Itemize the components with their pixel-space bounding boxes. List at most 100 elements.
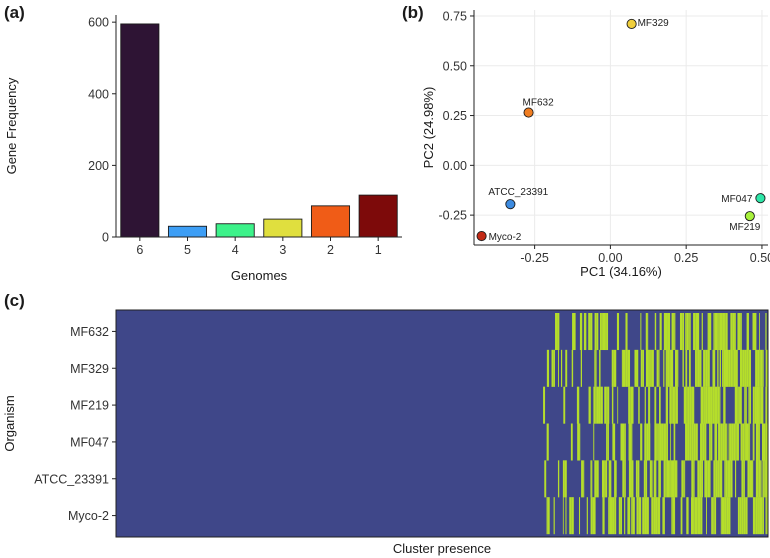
presence-stripe [663, 460, 666, 498]
presence-stripe [665, 386, 669, 424]
y-tick-label: 200 [88, 159, 109, 173]
y-tick-label: 0.25 [443, 109, 467, 123]
presence-stripe [762, 423, 764, 461]
presence-stripe [663, 423, 666, 461]
presence-stripe [682, 349, 684, 387]
y-tick-label: 600 [88, 16, 109, 30]
presence-stripe [701, 460, 703, 498]
presence-stripe [557, 313, 560, 351]
presence-stripe [703, 386, 705, 424]
presence-stripe [621, 349, 623, 387]
y-tick-label: 400 [88, 87, 109, 101]
presence-stripe [699, 460, 702, 498]
x-tick-label: 0.50 [750, 251, 770, 265]
presence-stripe [622, 423, 625, 461]
presence-stripe [718, 423, 721, 461]
presence-stripe [563, 386, 566, 424]
presence-stripe [686, 313, 689, 351]
presence-stripe [611, 349, 614, 387]
bar-1 [358, 194, 398, 238]
presence-stripe [688, 349, 691, 387]
presence-stripe [676, 460, 678, 498]
presence-stripe [733, 349, 736, 387]
presence-stripe [752, 497, 756, 535]
presence-stripe [756, 386, 759, 424]
presence-stripe [730, 460, 733, 498]
presence-stripe [721, 497, 725, 535]
presence-stripe [691, 423, 694, 461]
presence-stripe [749, 460, 753, 498]
presence-stripe [684, 460, 686, 498]
presence-stripe [640, 349, 643, 387]
b-y-ticks: -0.25 0.00 0.25 0.50 0.75 [439, 9, 474, 223]
presence-stripe [732, 349, 734, 387]
presence-stripe [638, 497, 642, 535]
presence-stripe [613, 349, 617, 387]
presence-stripe [759, 313, 760, 351]
presence-stripe [546, 497, 548, 535]
presence-stripe [693, 313, 696, 351]
presence-stripe [572, 313, 575, 351]
presence-stripe [695, 349, 697, 387]
presence-stripe [647, 313, 649, 351]
presence-stripe [706, 497, 707, 535]
presence-stripe [622, 349, 626, 387]
presence-stripe [562, 460, 565, 498]
presence-stripe [759, 386, 761, 424]
presence-stripe [758, 497, 760, 535]
presence-stripe [608, 497, 610, 535]
y-tick-label: 0.50 [443, 59, 467, 73]
presence-stripe [724, 313, 726, 351]
presence-stripe [748, 423, 750, 461]
presence-stripe [710, 386, 713, 424]
x-tick-label: 4 [232, 243, 239, 257]
presence-stripe [765, 349, 768, 387]
row-label-atcc_23391: ATCC_23391 [34, 472, 109, 486]
presence-stripe [669, 349, 671, 387]
bar-series [120, 23, 398, 238]
presence-stripe [700, 423, 703, 461]
a-x-axis-title: Genomes [231, 268, 288, 283]
presence-stripe [752, 386, 755, 424]
presence-stripe [762, 497, 764, 535]
presence-stripe [707, 349, 710, 387]
presence-stripe [565, 497, 567, 535]
presence-stripe [697, 349, 700, 387]
presence-stripe [730, 313, 733, 351]
presence-stripe [685, 313, 687, 351]
presence-stripe [746, 349, 749, 387]
presence-stripe [620, 497, 623, 535]
presence-stripe [741, 460, 744, 498]
presence-stripe [714, 423, 718, 461]
presence-stripe [673, 423, 676, 461]
point-mf632 [523, 107, 534, 118]
presence-stripe [707, 313, 709, 351]
x-tick-label: 6 [136, 243, 143, 257]
presence-stripe [705, 349, 708, 387]
presence-stripe [634, 349, 637, 387]
b-x-ticks: -0.25 0.00 0.25 0.50 [520, 245, 770, 265]
presence-stripe [601, 313, 603, 351]
point-label: MF329 [638, 18, 670, 29]
presence-stripe [728, 423, 730, 461]
presence-stripe [682, 313, 685, 351]
presence-stripe [671, 497, 673, 535]
presence-stripe [645, 313, 648, 351]
presence-stripe [651, 349, 654, 387]
presence-stripe [749, 386, 752, 424]
presence-stripe [596, 386, 599, 424]
presence-stripe [681, 460, 684, 498]
presence-stripe [701, 313, 703, 351]
presence-stripe [594, 349, 596, 387]
point-label: MF047 [721, 194, 753, 205]
point-label: Myco-2 [489, 232, 522, 243]
presence-stripe [760, 349, 763, 387]
presence-stripe [724, 423, 727, 461]
presence-stripe [656, 423, 658, 461]
presence-stripe [651, 460, 653, 498]
presence-stripe [715, 460, 718, 498]
presence-stripe [546, 423, 549, 461]
presence-stripe [576, 386, 580, 424]
presence-stripe [636, 349, 639, 387]
presence-stripe [766, 497, 768, 535]
